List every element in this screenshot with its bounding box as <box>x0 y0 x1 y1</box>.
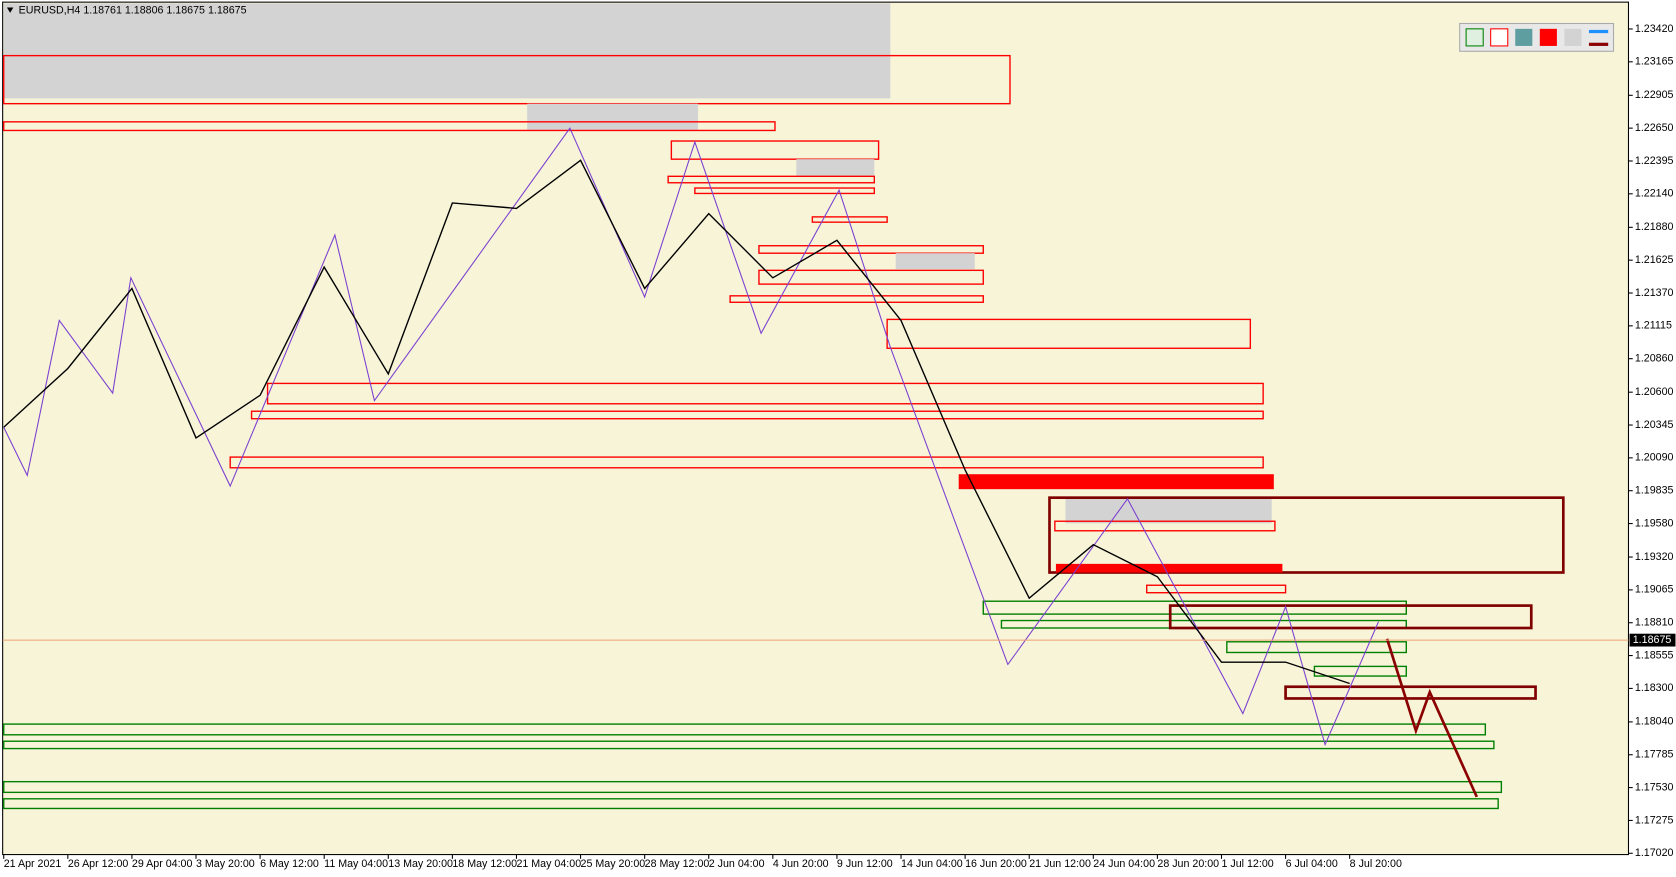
y-tick-label: 1.17020 <box>1635 847 1674 859</box>
zone <box>1146 584 1287 594</box>
legend-box <box>1459 22 1615 52</box>
zone <box>886 318 1252 349</box>
menu-triangle[interactable] <box>6 7 14 13</box>
zone <box>3 798 1499 810</box>
zone <box>694 187 876 195</box>
y-tick-label: 1.18555 <box>1635 649 1674 661</box>
legend-icon[interactable] <box>1515 28 1533 46</box>
y-tick-label: 1.17785 <box>1635 749 1674 761</box>
plot-area <box>2 1 1630 856</box>
x-tick-label: 6 May 12:00 <box>260 858 319 870</box>
zone <box>527 103 699 131</box>
legend-icon[interactable] <box>1490 28 1509 47</box>
x-tick-label: 6 Jul 04:00 <box>1286 858 1338 870</box>
y-tick-label: 1.22650 <box>1635 122 1674 134</box>
zone <box>1054 520 1276 532</box>
y-tick-label: 1.18810 <box>1635 617 1674 629</box>
zigzag <box>3 127 1380 747</box>
x-tick-label: 1 Jul 12:00 <box>1221 858 1273 870</box>
x-tick-label: 28 Jun 20:00 <box>1157 858 1219 870</box>
zone <box>250 410 1264 420</box>
legend-frame <box>1459 22 1615 52</box>
legend-icon[interactable] <box>1465 28 1484 47</box>
x-tick-label: 21 Apr 2021 <box>4 858 62 870</box>
zone <box>266 382 1264 405</box>
x-tick-label: 8 Jul 20:00 <box>1350 858 1402 870</box>
zone <box>670 140 880 160</box>
y-tick-label: 1.21370 <box>1635 287 1674 299</box>
zone <box>1055 563 1283 573</box>
y-tick-label: 1.19320 <box>1635 551 1674 563</box>
x-tick-label: 21 Jun 12:00 <box>1029 858 1091 870</box>
x-tick-label: 4 Jun 20:00 <box>773 858 829 870</box>
zone <box>1048 496 1565 574</box>
y-tick-label: 1.20860 <box>1635 353 1674 365</box>
zone <box>3 121 776 132</box>
x-tick-label: 26 Apr 12:00 <box>68 858 129 870</box>
zone <box>758 245 984 254</box>
x-tick-label: 13 May 20:00 <box>388 858 453 870</box>
zone <box>958 474 1274 490</box>
y-tick-label: 1.19065 <box>1635 584 1674 596</box>
y-tick-label: 1.18040 <box>1635 716 1674 728</box>
x-tick-label: 25 May 20:00 <box>581 858 646 870</box>
zone <box>895 253 975 270</box>
zone <box>3 723 1487 736</box>
zone <box>3 780 1503 794</box>
chart-title: EURUSD,H4 1.18761 1.18806 1.18675 1.1867… <box>19 5 247 17</box>
legend-icon[interactable] <box>1564 28 1582 46</box>
zone <box>3 3 891 99</box>
zone <box>1284 685 1537 700</box>
projection-arrow <box>1385 638 1479 798</box>
y-tick-label: 1.19580 <box>1635 517 1674 529</box>
y-tick-label: 1.17275 <box>1635 814 1674 826</box>
y-tick-label: 1.22140 <box>1635 188 1674 200</box>
y-tick-label: 1.17530 <box>1635 781 1674 793</box>
y-tick-label: 1.18300 <box>1635 682 1674 694</box>
zone <box>1065 497 1272 524</box>
last-price-label: 1.18675 <box>1633 634 1672 646</box>
zones <box>3 3 1565 810</box>
zone <box>3 740 1495 750</box>
y-tick-label: 1.21625 <box>1635 254 1674 266</box>
zone <box>1168 604 1533 630</box>
y-tick-label: 1.21115 <box>1635 320 1672 332</box>
y-tick-label: 1.21880 <box>1635 221 1674 233</box>
last-price-box <box>1629 633 1676 647</box>
y-tick-label: 1.20090 <box>1635 452 1674 464</box>
y-tick-label: 1.20345 <box>1635 419 1674 431</box>
y-tick-label: 1.20600 <box>1635 386 1674 398</box>
zone <box>982 600 1407 615</box>
zone <box>3 54 1011 105</box>
legend-icon[interactable] <box>1588 29 1609 34</box>
zone <box>729 295 984 303</box>
y-tick-label: 1.22905 <box>1635 89 1674 101</box>
x-tick-label: 9 Jun 12:00 <box>837 858 893 870</box>
x-tick-label: 18 May 12:00 <box>452 858 517 870</box>
zone <box>796 159 875 177</box>
zone <box>1226 641 1407 654</box>
x-tick-label: 3 May 20:00 <box>196 858 255 870</box>
y-tick-label: 1.23165 <box>1635 56 1674 68</box>
zone <box>667 175 876 184</box>
legend-icon[interactable] <box>1539 28 1557 46</box>
price-line <box>3 159 1350 685</box>
x-tick-label: 21 May 04:00 <box>516 858 581 870</box>
x-tick-label: 16 Jun 20:00 <box>965 858 1027 870</box>
y-tick-label: 1.22395 <box>1635 155 1674 167</box>
y-tick-label: 1.19835 <box>1635 485 1674 497</box>
x-tick-label: 24 Jun 04:00 <box>1093 858 1155 870</box>
y-tick-label: 1.23420 <box>1635 23 1674 35</box>
zone <box>229 456 1264 469</box>
legend-icon[interactable] <box>1588 42 1609 46</box>
x-tick-label: 28 May 12:00 <box>645 858 710 870</box>
x-tick-label: 14 Jun 04:00 <box>901 858 963 870</box>
x-tick-label: 29 Apr 04:00 <box>132 858 193 870</box>
x-tick-label: 2 Jun 04:00 <box>709 858 765 870</box>
x-tick-label: 11 May 04:00 <box>324 858 388 870</box>
